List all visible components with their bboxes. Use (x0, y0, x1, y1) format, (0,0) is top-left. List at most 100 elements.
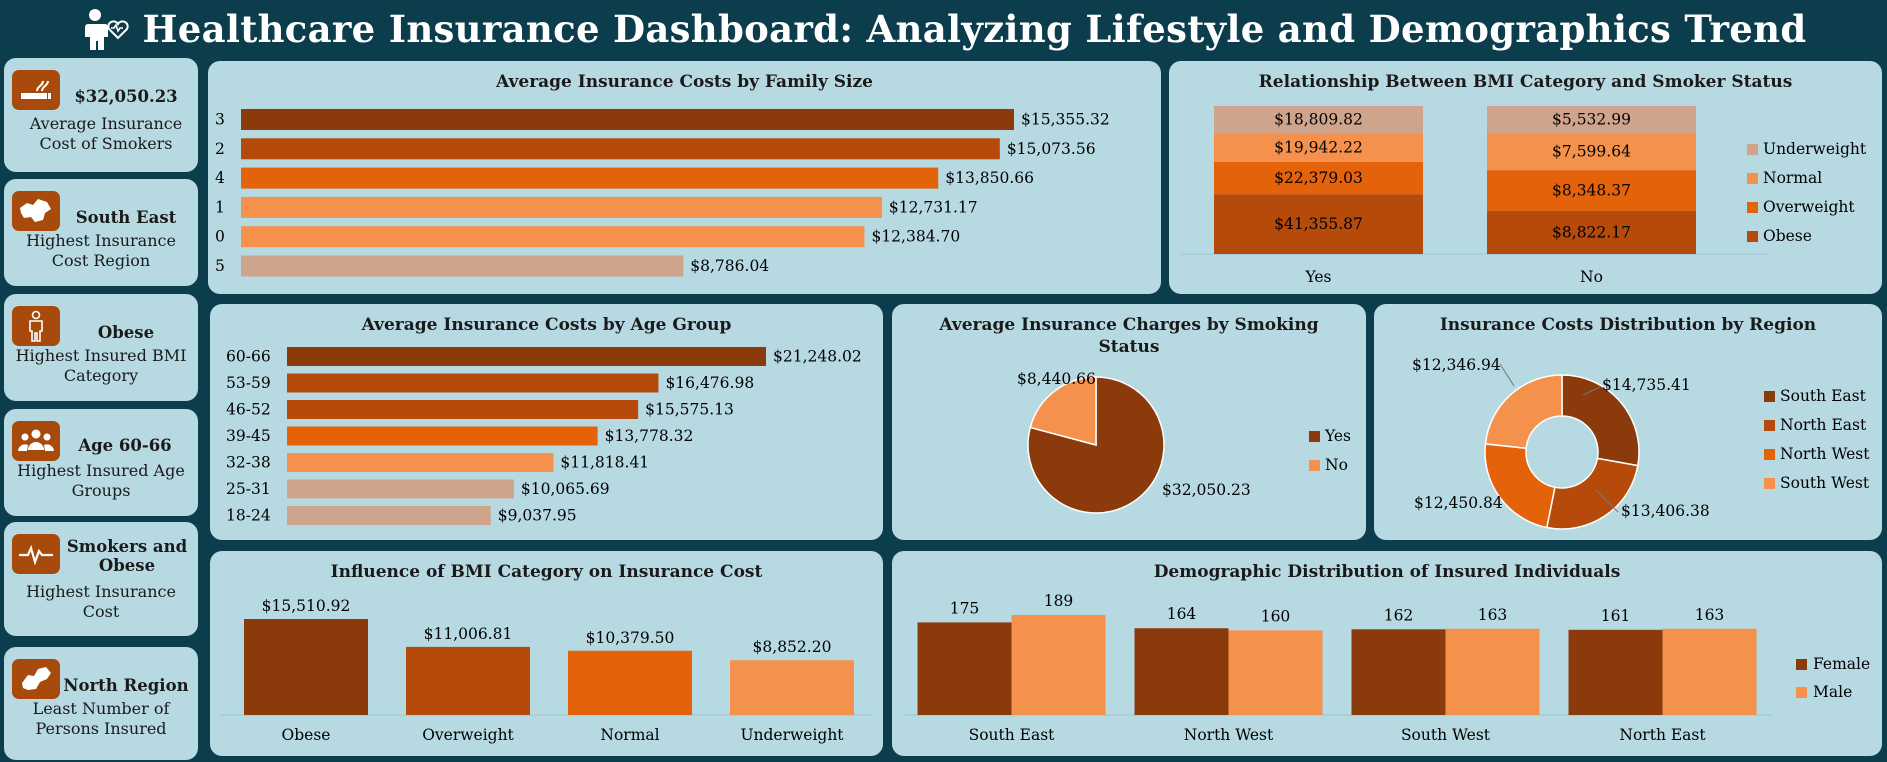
bar-segment (1487, 106, 1696, 134)
bmi-cost-bar-chart: $15,510.92 Obese $11,006.81 Overweight $10,3… (220, 597, 873, 744)
data-label: $16,476.98 (665, 374, 754, 392)
chart-title: Demographic Distribution of Insured Indi… (1153, 562, 1621, 582)
category-label: 3 (215, 111, 225, 129)
data-label: $8,440.66 (1017, 370, 1096, 388)
category-label: South West (1401, 726, 1491, 744)
kpi-value: Age 60-66 (78, 436, 172, 455)
chart-title: Relationship Between BMI Category and Sm… (1258, 72, 1793, 92)
legend-label: North East (1780, 416, 1867, 434)
legend-label: Normal (1763, 169, 1822, 187)
data-label: 160 (1261, 607, 1291, 625)
kpi-value: North Region (63, 676, 189, 695)
legend-swatch (1747, 231, 1758, 242)
region-map-icon (22, 667, 51, 690)
smoking-status-pie-chart: $32,050.23 $8,440.66 Yes No (1017, 370, 1351, 514)
age-group-bar-chart: 60-66 $21,248.02 53-59 $16,476.98 46-52 $15,5… (226, 347, 862, 525)
data-label: $8,348.37 (1552, 182, 1631, 200)
pie-slice (1545, 457, 1639, 530)
category-label: Underweight (740, 726, 844, 744)
category-label: North East (1619, 726, 1706, 744)
legend-label: Female (1813, 655, 1870, 673)
kpi-description: Highest Insurance Cost Region (26, 231, 176, 270)
kpi-value: Obese (97, 323, 155, 342)
region-donut-chart: $14,735.41 $13,406.38 $12,450.84 $12,346.94… (1412, 356, 1870, 530)
legend-label: North West (1780, 445, 1870, 463)
region-map-icon (20, 199, 51, 222)
data-label: $8,852.20 (753, 638, 832, 656)
demographic-bar-chart: 175 189 South East 164 160 North West 162 163 So… (903, 592, 1870, 744)
bar (287, 373, 659, 393)
bar-segment (1214, 194, 1423, 254)
legend-swatch (1747, 144, 1758, 155)
category-label: 32-38 (226, 454, 271, 472)
bar (1662, 628, 1757, 715)
kpi-card-smokers-cost: $32,050.23 Average Insurance Cost of Smo… (4, 58, 198, 172)
bar (1228, 630, 1323, 715)
data-label: $8,822.17 (1552, 223, 1631, 241)
legend-label: Overweight (1763, 198, 1855, 216)
category-label: 5 (215, 257, 225, 275)
legend-label: South East (1780, 387, 1867, 405)
legend-swatch (1796, 687, 1807, 698)
data-label: $21,248.02 (773, 348, 862, 366)
leader-line (1499, 363, 1515, 387)
legend-label: South West (1780, 474, 1870, 492)
data-label: $13,406.38 (1621, 502, 1710, 520)
category-label: Yes (1304, 268, 1331, 286)
data-label: $12,384.70 (871, 228, 960, 246)
data-label: $19,942.22 (1274, 139, 1363, 157)
category-label: 60-66 (226, 348, 271, 366)
bar (1568, 629, 1663, 715)
bar (1351, 629, 1446, 715)
bar-segment (1487, 170, 1696, 211)
bar (287, 426, 598, 446)
person-heart-icon (85, 9, 130, 50)
legend-swatch (1747, 202, 1758, 213)
kpi-card-top-cost-group: Smokers and Obese Highest Insurance Cost (4, 522, 198, 636)
bar (287, 506, 491, 525)
category-label: South East (969, 726, 1056, 744)
data-label: $32,050.23 (1162, 481, 1251, 499)
heartbeat-icon (19, 544, 53, 566)
data-label: 164 (1167, 605, 1197, 623)
kpi-description: Highest Insured Age Groups (17, 461, 185, 500)
bmi-smoker-chart-panel: Relationship Between BMI Category and Sm… (1169, 61, 1882, 294)
kpi-card-top-age-group: Age 60-66 Highest Insured Age Groups (4, 409, 198, 516)
bar (241, 226, 865, 248)
kpi-description: Least Number of Persons Insured (32, 699, 170, 738)
category-label: 4 (215, 169, 225, 187)
data-label: 175 (950, 599, 980, 617)
leader-line (1595, 489, 1619, 513)
smoking-icon (21, 80, 51, 99)
bar (1445, 628, 1540, 715)
chart-title: Insurance Costs Distribution by Region (1439, 315, 1817, 335)
kpi-card-top-bmi: Obese Highest Insured BMI Category (4, 294, 198, 401)
category-label: 25-31 (226, 480, 271, 498)
bar (287, 479, 514, 499)
data-label: $13,850.66 (945, 169, 1034, 187)
bar (287, 347, 766, 366)
data-label: $10,065.69 (521, 480, 610, 498)
category-label: 2 (215, 140, 225, 158)
bar-segment (1214, 161, 1423, 195)
bar (287, 453, 554, 472)
chart-title: Average Insurance Costs by Family Size (496, 72, 873, 92)
data-label: $9,037.95 (498, 507, 577, 525)
data-label: $41,355.87 (1274, 215, 1363, 233)
data-label: $15,575.13 (645, 401, 734, 419)
category-label: 18-24 (226, 507, 271, 525)
data-label: $15,073.56 (1007, 140, 1096, 158)
bar-segment (1487, 210, 1696, 254)
kpi-description: Average Insurance Cost of Smokers (29, 114, 183, 153)
kpi-value: $32,050.23 (74, 87, 178, 106)
family-size-chart-panel: Average Insurance Costs by Family Size 3… (208, 61, 1161, 294)
legend-swatch (1796, 659, 1807, 670)
chart-title: Average Insurance Costs by Age Group (361, 315, 732, 335)
bar (241, 138, 1000, 160)
chart-title: Influence of BMI Category on Insurance C… (330, 562, 763, 582)
bar (241, 255, 684, 277)
pie-slice (1484, 374, 1563, 450)
kpi-card-least-region: North Region Least Number of Persons Ins… (4, 647, 198, 760)
data-label: 189 (1044, 592, 1074, 610)
data-label: $12,346.94 (1412, 356, 1501, 374)
